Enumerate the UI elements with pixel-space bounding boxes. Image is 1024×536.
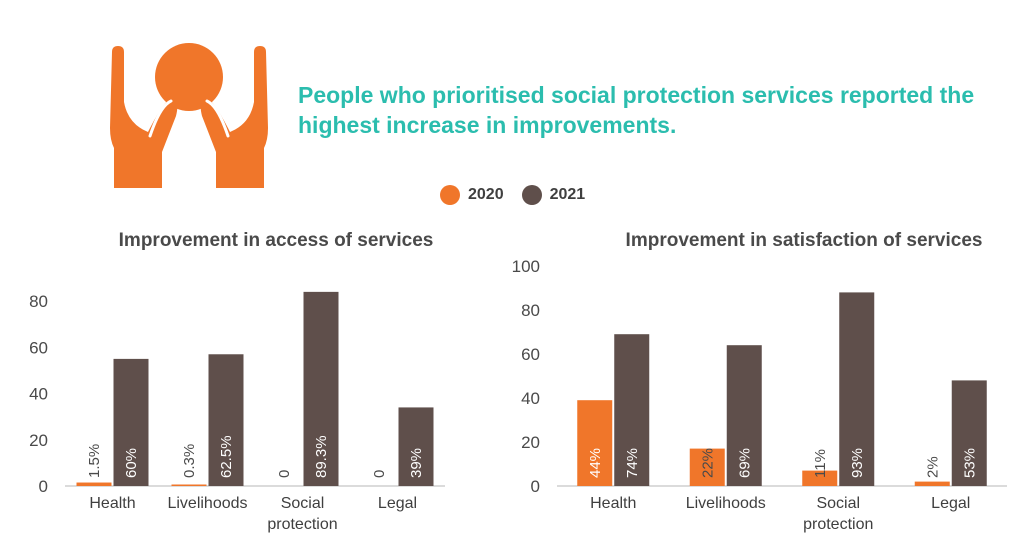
access-bar-2021 bbox=[113, 358, 149, 486]
access-y-tick-label: 80 bbox=[29, 292, 48, 311]
access-chart: Improvement in access of services 0 20 40 60… bbox=[29, 230, 445, 533]
satisfaction-y-tick-label: 0 bbox=[531, 477, 540, 496]
satisfaction-y-tick-label: 40 bbox=[521, 389, 540, 408]
hands-holding-circle-icon bbox=[104, 40, 274, 190]
legend-item-2020: 2020 bbox=[440, 185, 504, 205]
access-category-label: Legal bbox=[378, 495, 417, 512]
legend-swatch-2021 bbox=[521, 185, 542, 205]
satisfaction-y-tick-label: 60 bbox=[521, 345, 540, 364]
access-data-label-2020: 0 bbox=[276, 470, 293, 478]
satisfaction-data-label-2021: 74% bbox=[624, 448, 641, 478]
access-data-label-2021: 62.5% bbox=[218, 435, 235, 478]
access-y-tick-label: 60 bbox=[29, 338, 48, 357]
access-y-tick-label: 20 bbox=[29, 431, 48, 450]
satisfaction-category-label: protection bbox=[803, 516, 873, 533]
access-y-tick-label: 0 bbox=[39, 477, 48, 496]
satisfaction-data-label-2021: 53% bbox=[961, 448, 978, 478]
satisfaction-data-label-2020: 2% bbox=[924, 456, 941, 478]
access-bar-2021 bbox=[208, 354, 244, 486]
access-data-label-2020: 1.5% bbox=[86, 444, 103, 478]
access-category-label: Social bbox=[281, 495, 325, 512]
legend-swatch-2020 bbox=[440, 185, 460, 205]
satisfaction-bar-2021 bbox=[839, 292, 875, 486]
legend-label-2020: 2020 bbox=[468, 186, 504, 203]
headline: People who prioritised social protection… bbox=[298, 82, 975, 138]
satisfaction-data-label-2021: 69% bbox=[736, 448, 753, 478]
satisfaction-y-tick-label: 100 bbox=[512, 257, 540, 276]
satisfaction-bar-2021 bbox=[951, 380, 987, 486]
satisfaction-bar-2021 bbox=[614, 334, 650, 486]
satisfaction-chart: Improvement in satisfaction of services 0… bbox=[512, 230, 1007, 533]
access-data-label-2021: 60% bbox=[123, 448, 140, 478]
satisfaction-y-tick-label: 80 bbox=[521, 301, 540, 320]
satisfaction-category-label: Livelihoods bbox=[686, 495, 766, 512]
satisfaction-y-tick-label: 20 bbox=[521, 433, 540, 452]
access-data-label-2020: 0 bbox=[371, 470, 388, 478]
legend-label-2021: 2021 bbox=[549, 186, 586, 203]
access-category-label: Health bbox=[89, 495, 135, 512]
access-bar-2021 bbox=[398, 407, 434, 486]
access-chart-title: Improvement in access of services bbox=[119, 230, 434, 251]
satisfaction-data-label-2020: 22% bbox=[699, 448, 716, 478]
satisfaction-category-label: Legal bbox=[931, 495, 970, 512]
legend-item-2021: 2021 bbox=[521, 185, 586, 205]
access-category-label: protection bbox=[267, 516, 337, 533]
satisfaction-category-label: Social bbox=[816, 495, 860, 512]
access-data-label-2021: 39% bbox=[408, 448, 425, 478]
access-data-label-2021: 89.3% bbox=[313, 435, 330, 478]
satisfaction-bar-2021 bbox=[726, 345, 762, 486]
satisfaction-bar-2020 bbox=[577, 400, 613, 486]
satisfaction-data-label-2020: 44% bbox=[587, 448, 604, 478]
access-category-label: Livelihoods bbox=[167, 495, 247, 512]
satisfaction-category-label: Health bbox=[590, 495, 636, 512]
satisfaction-bar-2020 bbox=[914, 481, 950, 486]
satisfaction-chart-title: Improvement in satisfaction of services bbox=[626, 230, 983, 251]
access-bar-2020 bbox=[171, 484, 207, 486]
satisfaction-bar-2020 bbox=[689, 448, 725, 486]
legend: 2020 2021 bbox=[440, 182, 585, 208]
access-bar-2021 bbox=[303, 291, 339, 486]
satisfaction-data-label-2021: 93% bbox=[849, 448, 866, 478]
satisfaction-data-label-2020: 11% bbox=[812, 449, 829, 478]
access-data-label-2020: 0.3% bbox=[181, 444, 198, 478]
access-bar-2020 bbox=[76, 482, 112, 486]
satisfaction-bar-2020 bbox=[802, 470, 838, 486]
access-y-tick-label: 40 bbox=[29, 385, 48, 404]
